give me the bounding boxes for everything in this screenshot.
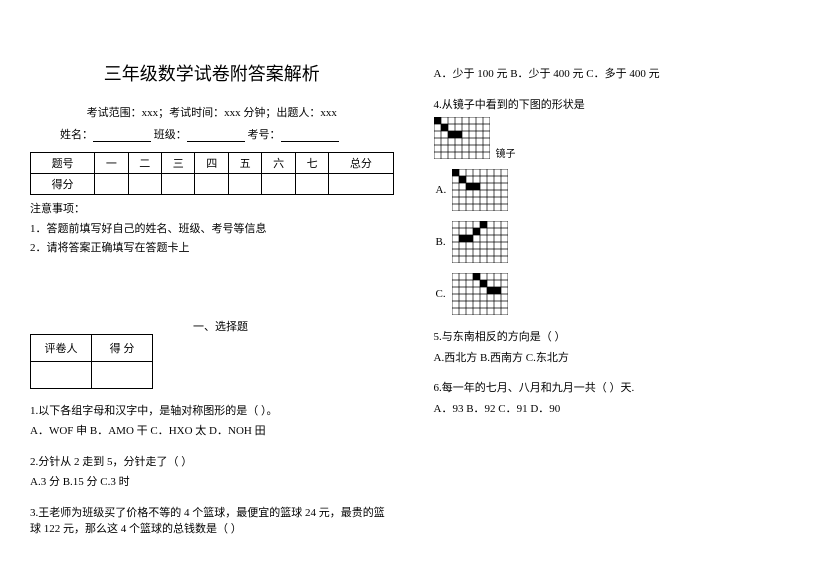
q3-stem: 3.王老师为班级买了价格不等的 4 个篮球，最便宜的篮球 24 元，最贵的篮球 … bbox=[30, 505, 394, 538]
grader-cell[interactable] bbox=[31, 361, 92, 388]
q4-original-grid: 镜子 bbox=[434, 117, 798, 159]
table-row: 题号 一 二 三 四 五 六 七 总分 bbox=[31, 153, 394, 174]
score-table: 题号 一 二 三 四 五 六 七 总分 得分 bbox=[30, 152, 394, 195]
name-label: 姓名： bbox=[60, 129, 93, 141]
question-4: 4.从镜子中看到的下图的形状是 镜子 A. B. C. bbox=[434, 97, 798, 316]
q4-option-a: A. bbox=[452, 169, 798, 211]
hdr-cell: 七 bbox=[295, 153, 328, 174]
class-label: 班级： bbox=[154, 129, 187, 141]
question-1: 1.以下各组字母和汉字中，是轴对称图形的是（ ）。 A．WOF 申 B．AMO … bbox=[30, 403, 394, 440]
q2-options: A.3 分 B.15 分 C.3 时 bbox=[30, 474, 394, 491]
q6-options: A．93 B．92 C．91 D．90 bbox=[434, 401, 798, 418]
grader-cell: 评卷人 bbox=[31, 334, 92, 361]
left-column: 三年级数学试卷附答案解析 考试范围：xxx；考试时间：xxx 分钟；出题人：xx… bbox=[30, 20, 394, 552]
grid-icon bbox=[434, 117, 490, 159]
opt-b-label: B. bbox=[436, 234, 446, 251]
question-3: 3.王老师为班级买了价格不等的 4 个篮球，最便宜的篮球 24 元，最贵的篮球 … bbox=[30, 505, 394, 538]
grader-table: 评卷人 得 分 bbox=[30, 334, 153, 389]
score-cell[interactable] bbox=[95, 174, 128, 195]
identity-line: 姓名： 班级： 考号： bbox=[60, 126, 394, 142]
mirror-label: 镜子 bbox=[496, 147, 516, 162]
opt-c-label: C. bbox=[436, 286, 446, 303]
grid-icon bbox=[452, 221, 508, 263]
right-column: A．少于 100 元 B．少于 400 元 C．多于 400 元 4.从镜子中看… bbox=[434, 20, 798, 552]
question-6: 6.每一年的七月、八月和九月一共（ ）天. A．93 B．92 C．91 D．9… bbox=[434, 380, 798, 417]
section-1-label: 一、选择题 bbox=[193, 318, 248, 334]
grid-icon bbox=[452, 169, 508, 211]
note-line: 1．答题前填写好自己的姓名、班级、考号等信息 bbox=[30, 221, 394, 239]
hdr-cell: 一 bbox=[95, 153, 128, 174]
opt-a-label: A. bbox=[436, 182, 447, 199]
score-cell[interactable] bbox=[162, 174, 195, 195]
q5-options: A.西北方 B.西南方 C.东北方 bbox=[434, 350, 798, 367]
q6-stem: 6.每一年的七月、八月和九月一共（ ）天. bbox=[434, 380, 798, 397]
score-cell[interactable] bbox=[228, 174, 261, 195]
hdr-cell: 二 bbox=[128, 153, 161, 174]
id-blank[interactable] bbox=[281, 129, 339, 142]
note-line: 2．请将答案正确填写在答题卡上 bbox=[30, 240, 394, 258]
hdr-cell: 总分 bbox=[329, 153, 393, 174]
q1-stem: 1.以下各组字母和汉字中，是轴对称图形的是（ ）。 bbox=[30, 403, 394, 420]
grader-cell: 得 分 bbox=[92, 334, 153, 361]
class-blank[interactable] bbox=[187, 129, 245, 142]
q4-option-b: B. bbox=[452, 221, 798, 263]
q4-option-c: C. bbox=[452, 273, 798, 315]
score-cell[interactable] bbox=[195, 174, 228, 195]
q5-stem: 5.与东南相反的方向是（ ） bbox=[434, 329, 798, 346]
score-cell[interactable] bbox=[128, 174, 161, 195]
question-2: 2.分针从 2 走到 5，分针走了（ ） A.3 分 B.15 分 C.3 时 bbox=[30, 454, 394, 491]
q2-stem: 2.分针从 2 走到 5，分针走了（ ） bbox=[30, 454, 394, 471]
score-cell[interactable] bbox=[262, 174, 295, 195]
grader-cell[interactable] bbox=[92, 361, 153, 388]
notes-header: 注意事项： bbox=[30, 201, 394, 219]
score-cell[interactable] bbox=[329, 174, 393, 195]
q3-continued: A．少于 100 元 B．少于 400 元 C．多于 400 元 bbox=[434, 66, 798, 83]
q3-options: A．少于 100 元 B．少于 400 元 C．多于 400 元 bbox=[434, 66, 798, 83]
q4-stem: 4.从镜子中看到的下图的形状是 bbox=[434, 97, 798, 114]
notes-block: 注意事项： 1．答题前填写好自己的姓名、班级、考号等信息 2．请将答案正确填写在… bbox=[30, 201, 394, 258]
score-cell: 得分 bbox=[31, 174, 95, 195]
hdr-cell: 题号 bbox=[31, 153, 95, 174]
page-title: 三年级数学试卷附答案解析 bbox=[30, 60, 394, 86]
hdr-cell: 五 bbox=[228, 153, 261, 174]
hdr-cell: 三 bbox=[162, 153, 195, 174]
question-5: 5.与东南相反的方向是（ ） A.西北方 B.西南方 C.东北方 bbox=[434, 329, 798, 366]
id-label: 考号： bbox=[248, 129, 281, 141]
meta-line: 考试范围：xxx；考试时间：xxx 分钟；出题人：xxx bbox=[30, 104, 394, 120]
hdr-cell: 四 bbox=[195, 153, 228, 174]
table-row: 得分 bbox=[31, 174, 394, 195]
grid-icon bbox=[452, 273, 508, 315]
hdr-cell: 六 bbox=[262, 153, 295, 174]
name-blank[interactable] bbox=[93, 129, 151, 142]
score-cell[interactable] bbox=[295, 174, 328, 195]
q1-options: A．WOF 申 B．AMO 干 C．HXO 太 D．NOH 田 bbox=[30, 423, 394, 440]
